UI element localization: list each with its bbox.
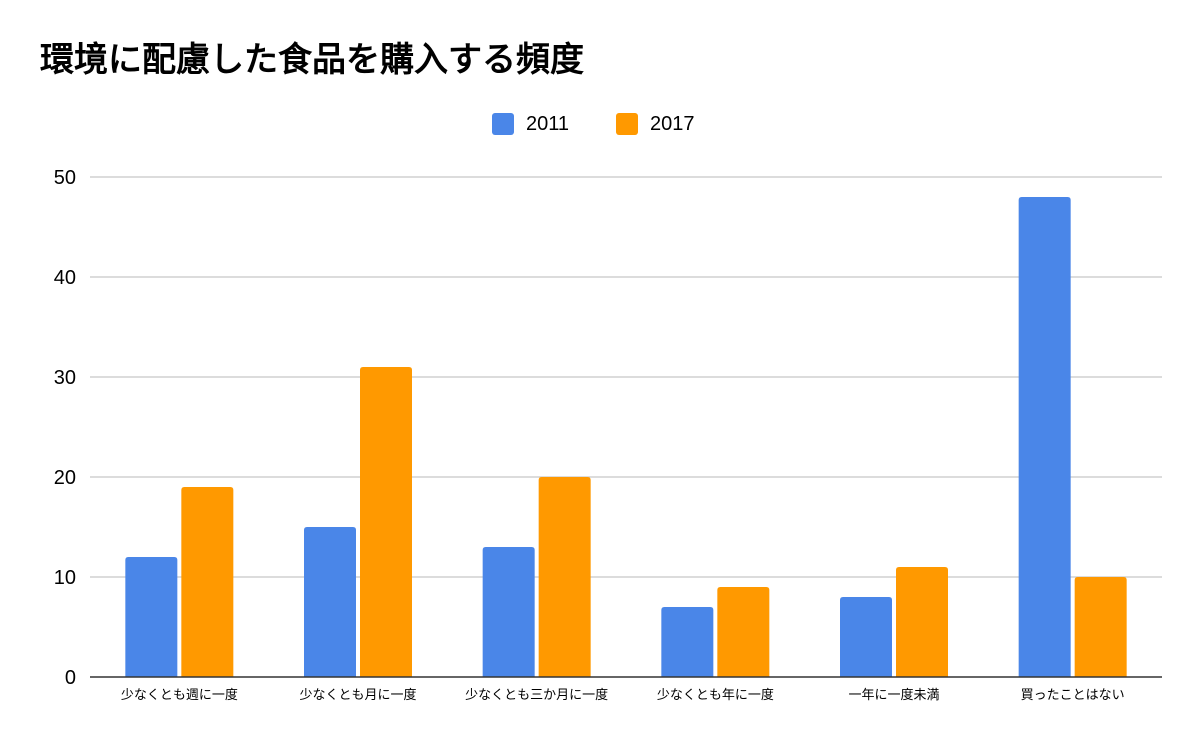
x-tick-label: 買ったことはない xyxy=(1021,688,1125,703)
bar-series-1-cat-1 xyxy=(125,557,178,677)
legend-item-series-1[interactable]: 2011 xyxy=(492,110,569,138)
x-tick-label: 少なくとも週に一度 xyxy=(121,687,238,703)
bar-series-2-cat-4 xyxy=(717,587,770,677)
bar-series-2-cat-6 xyxy=(1074,577,1127,677)
legend-label-series-1: 2011 xyxy=(526,112,570,135)
y-tick-label: 10 xyxy=(54,567,76,589)
legend-label-series-2: 2017 xyxy=(650,112,695,135)
legend-swatch-series-1 xyxy=(492,113,514,135)
y-tick-label: 30 xyxy=(54,367,76,389)
chart-title: 環境に配慮した食品を購入する頻度 xyxy=(40,40,584,80)
y-tick-label: 0 xyxy=(65,667,76,689)
x-tick-label: 少なくとも月に一度 xyxy=(299,687,416,703)
y-tick-label: 40 xyxy=(54,267,76,289)
legend-item-series-2[interactable]: 2017 xyxy=(616,110,695,138)
bar-series-1-cat-2 xyxy=(304,527,356,677)
bar-series-2-cat-1 xyxy=(181,487,234,677)
x-tick-label: 一年に一度未満 xyxy=(848,687,939,703)
bar-series-1-cat-3 xyxy=(482,547,535,677)
legend-swatch-series-2 xyxy=(616,113,638,135)
legend: 2011 2017 xyxy=(0,110,1200,138)
bar-series-1-cat-5 xyxy=(840,597,892,677)
y-tick-label: 50 xyxy=(54,167,76,189)
bar-series-2-cat-3 xyxy=(538,477,591,677)
bar-series-2-cat-2 xyxy=(360,367,412,677)
x-tick-label: 少なくとも年に一度 xyxy=(657,687,774,703)
bar-series-1-cat-4 xyxy=(661,607,714,677)
y-tick-label: 20 xyxy=(54,467,76,489)
bar-series-1-cat-6 xyxy=(1018,197,1071,677)
bar-series-2-cat-5 xyxy=(896,567,948,677)
x-tick-label: 少なくとも三か月に一度 xyxy=(465,687,608,703)
